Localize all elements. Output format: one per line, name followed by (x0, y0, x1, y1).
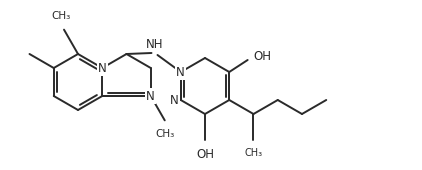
Text: N: N (98, 62, 107, 74)
Text: NH: NH (146, 38, 163, 50)
Text: CH₃: CH₃ (244, 148, 262, 158)
Text: OH: OH (254, 49, 272, 63)
Text: N: N (170, 94, 179, 106)
Text: N: N (146, 89, 155, 103)
Text: OH: OH (196, 148, 214, 161)
Text: CH₃: CH₃ (155, 129, 174, 139)
Text: N: N (176, 65, 185, 79)
Text: CH₃: CH₃ (51, 11, 70, 21)
